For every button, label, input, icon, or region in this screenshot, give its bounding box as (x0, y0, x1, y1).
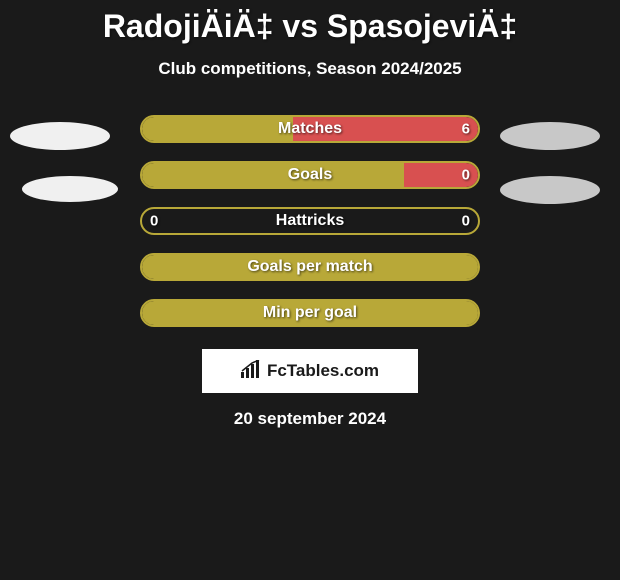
stat-label: Min per goal (263, 304, 357, 322)
stat-label: Goals (288, 166, 332, 184)
right-value: 6 (462, 121, 470, 138)
stat-label: Matches (278, 120, 342, 138)
date-label: 20 september 2024 (0, 409, 620, 429)
stat-label: Hattricks (276, 212, 344, 230)
bar-left-fill (142, 163, 404, 187)
logo-text: FcTables.com (267, 361, 379, 381)
stat-row: 514Min per goal (0, 299, 620, 327)
chart-icon (241, 360, 263, 383)
page-title: RadojiÄiÄ‡ vs SpasojeviÄ‡ (0, 0, 620, 45)
logo-box[interactable]: FcTables.com (202, 349, 418, 393)
stat-row: 0.2Goals per match (0, 253, 620, 281)
subtitle: Club competitions, Season 2024/2025 (0, 59, 620, 79)
bar-left-fill (142, 117, 293, 141)
stat-label: Goals per match (247, 258, 372, 276)
stat-row: 10Goals (0, 161, 620, 189)
right-value: 0 (462, 213, 470, 230)
stat-row: 00Hattricks (0, 207, 620, 235)
right-value: 0 (462, 167, 470, 184)
comparison-widget: RadojiÄiÄ‡ vs SpasojeviÄ‡ Club competiti… (0, 0, 620, 429)
stat-row: 56Matches (0, 115, 620, 143)
